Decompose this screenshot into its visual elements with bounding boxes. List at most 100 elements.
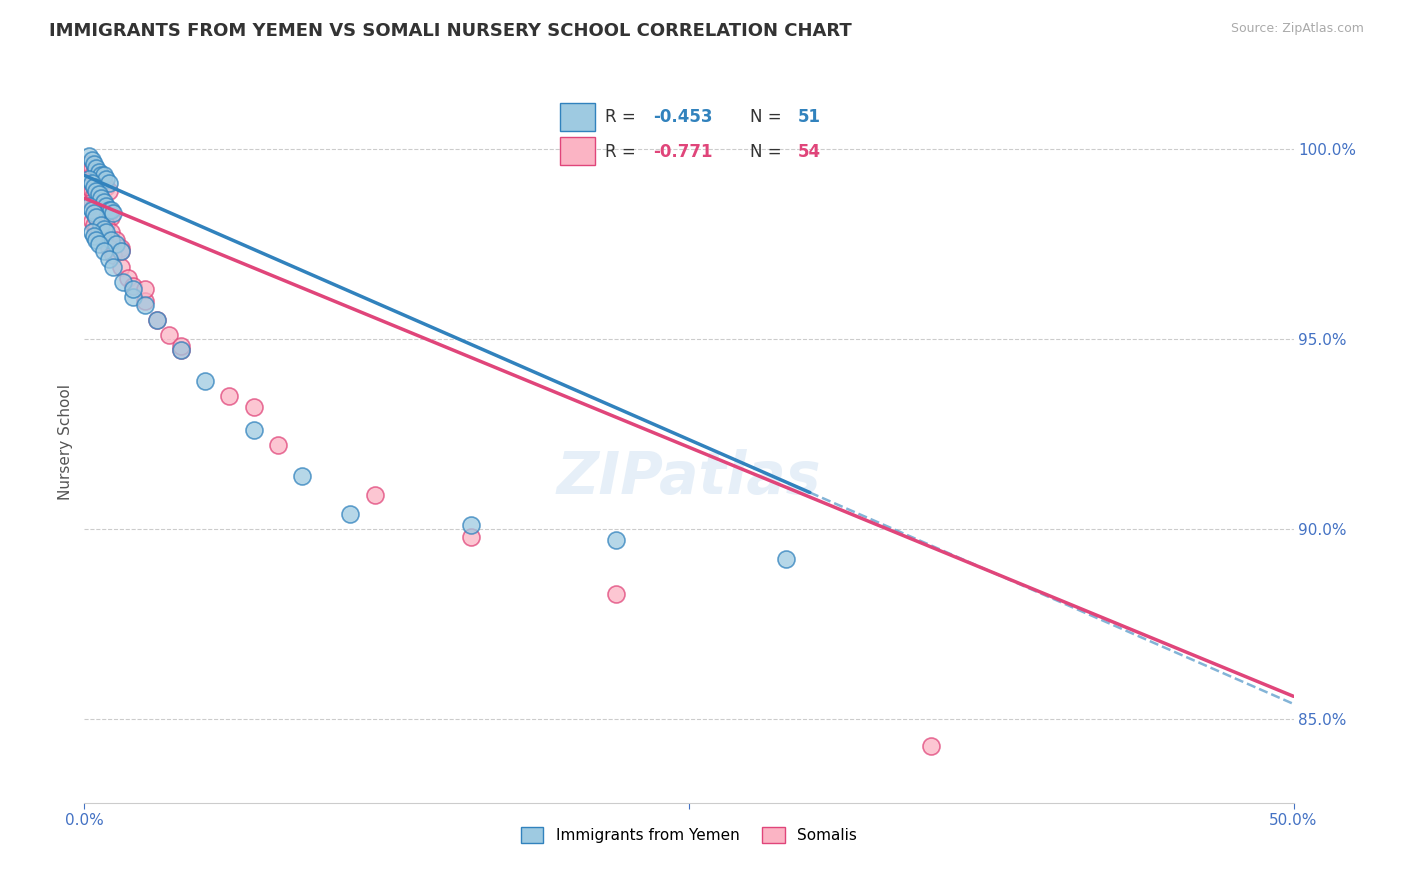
Point [94,218,117,232]
Point [90,210,112,224]
Point [83,164,105,178]
Point [170,343,193,358]
Point [93,244,115,259]
Point [121,282,143,296]
Point [80,226,103,240]
Point [87,236,110,251]
Point [87,194,110,209]
Point [77,149,100,163]
Point [93,194,115,209]
Point [97,176,120,190]
Point [97,252,120,266]
Point [93,233,115,247]
Point [775,552,797,566]
Point [103,206,125,220]
Point [87,206,110,220]
Point [170,343,193,358]
Point [77,179,100,194]
Point [291,468,314,483]
Point [605,587,627,601]
Point [110,241,132,255]
Point [87,187,110,202]
Point [218,389,240,403]
Point [86,202,108,217]
Point [104,233,127,247]
Point [87,172,110,186]
Text: IMMIGRANTS FROM YEMEN VS SOMALI NURSERY SCHOOL CORRELATION CHART: IMMIGRANTS FROM YEMEN VS SOMALI NURSERY … [49,22,852,40]
Point [86,233,108,247]
Point [121,278,143,293]
Point [134,293,156,308]
Point [83,218,105,232]
Point [83,229,105,244]
Point [94,199,117,213]
Point [110,260,132,274]
Point [90,176,112,190]
Point [339,507,361,521]
Point [86,169,108,183]
Point [86,161,108,175]
Point [94,202,117,217]
Point [97,184,120,198]
Point [104,236,127,251]
Point [460,530,482,544]
Point [83,199,105,213]
Point [110,244,132,259]
Point [80,161,103,175]
Point [146,313,169,327]
Point [90,199,112,213]
Point [83,179,105,194]
Point [146,313,169,327]
Point [920,739,942,753]
Legend: Immigrants from Yemen, Somalis: Immigrants from Yemen, Somalis [515,822,863,849]
Point [94,172,117,186]
Point [121,290,143,304]
Y-axis label: Nursery School: Nursery School [58,384,73,500]
Point [93,221,115,235]
Point [242,401,264,415]
Point [170,339,193,353]
Point [112,275,135,289]
Point [97,241,120,255]
Point [134,282,156,296]
Point [87,226,110,240]
Text: Source: ZipAtlas.com: Source: ZipAtlas.com [1230,22,1364,36]
Point [90,169,112,183]
Point [80,214,103,228]
Point [117,271,139,285]
Point [100,226,122,240]
Point [86,191,108,205]
Point [110,244,132,259]
Point [103,248,125,262]
Point [80,153,103,168]
Point [267,438,290,452]
Point [134,298,156,312]
Point [460,518,482,533]
Point [242,423,264,437]
Point [100,233,122,247]
Point [83,187,105,202]
Point [77,172,100,186]
Point [605,533,627,548]
Point [80,184,103,198]
Point [93,176,115,190]
Point [80,176,103,190]
Point [157,328,180,343]
Point [90,218,112,232]
Point [80,202,103,217]
Point [363,488,385,502]
Point [97,206,120,220]
Point [86,184,108,198]
Point [87,164,110,178]
Point [83,206,105,220]
Point [103,260,125,274]
Point [94,179,117,194]
Point [93,202,115,217]
Point [86,210,108,224]
Point [83,157,105,171]
Point [100,202,122,217]
Point [100,210,122,224]
Point [90,191,112,205]
Point [77,199,100,213]
Point [94,226,117,240]
